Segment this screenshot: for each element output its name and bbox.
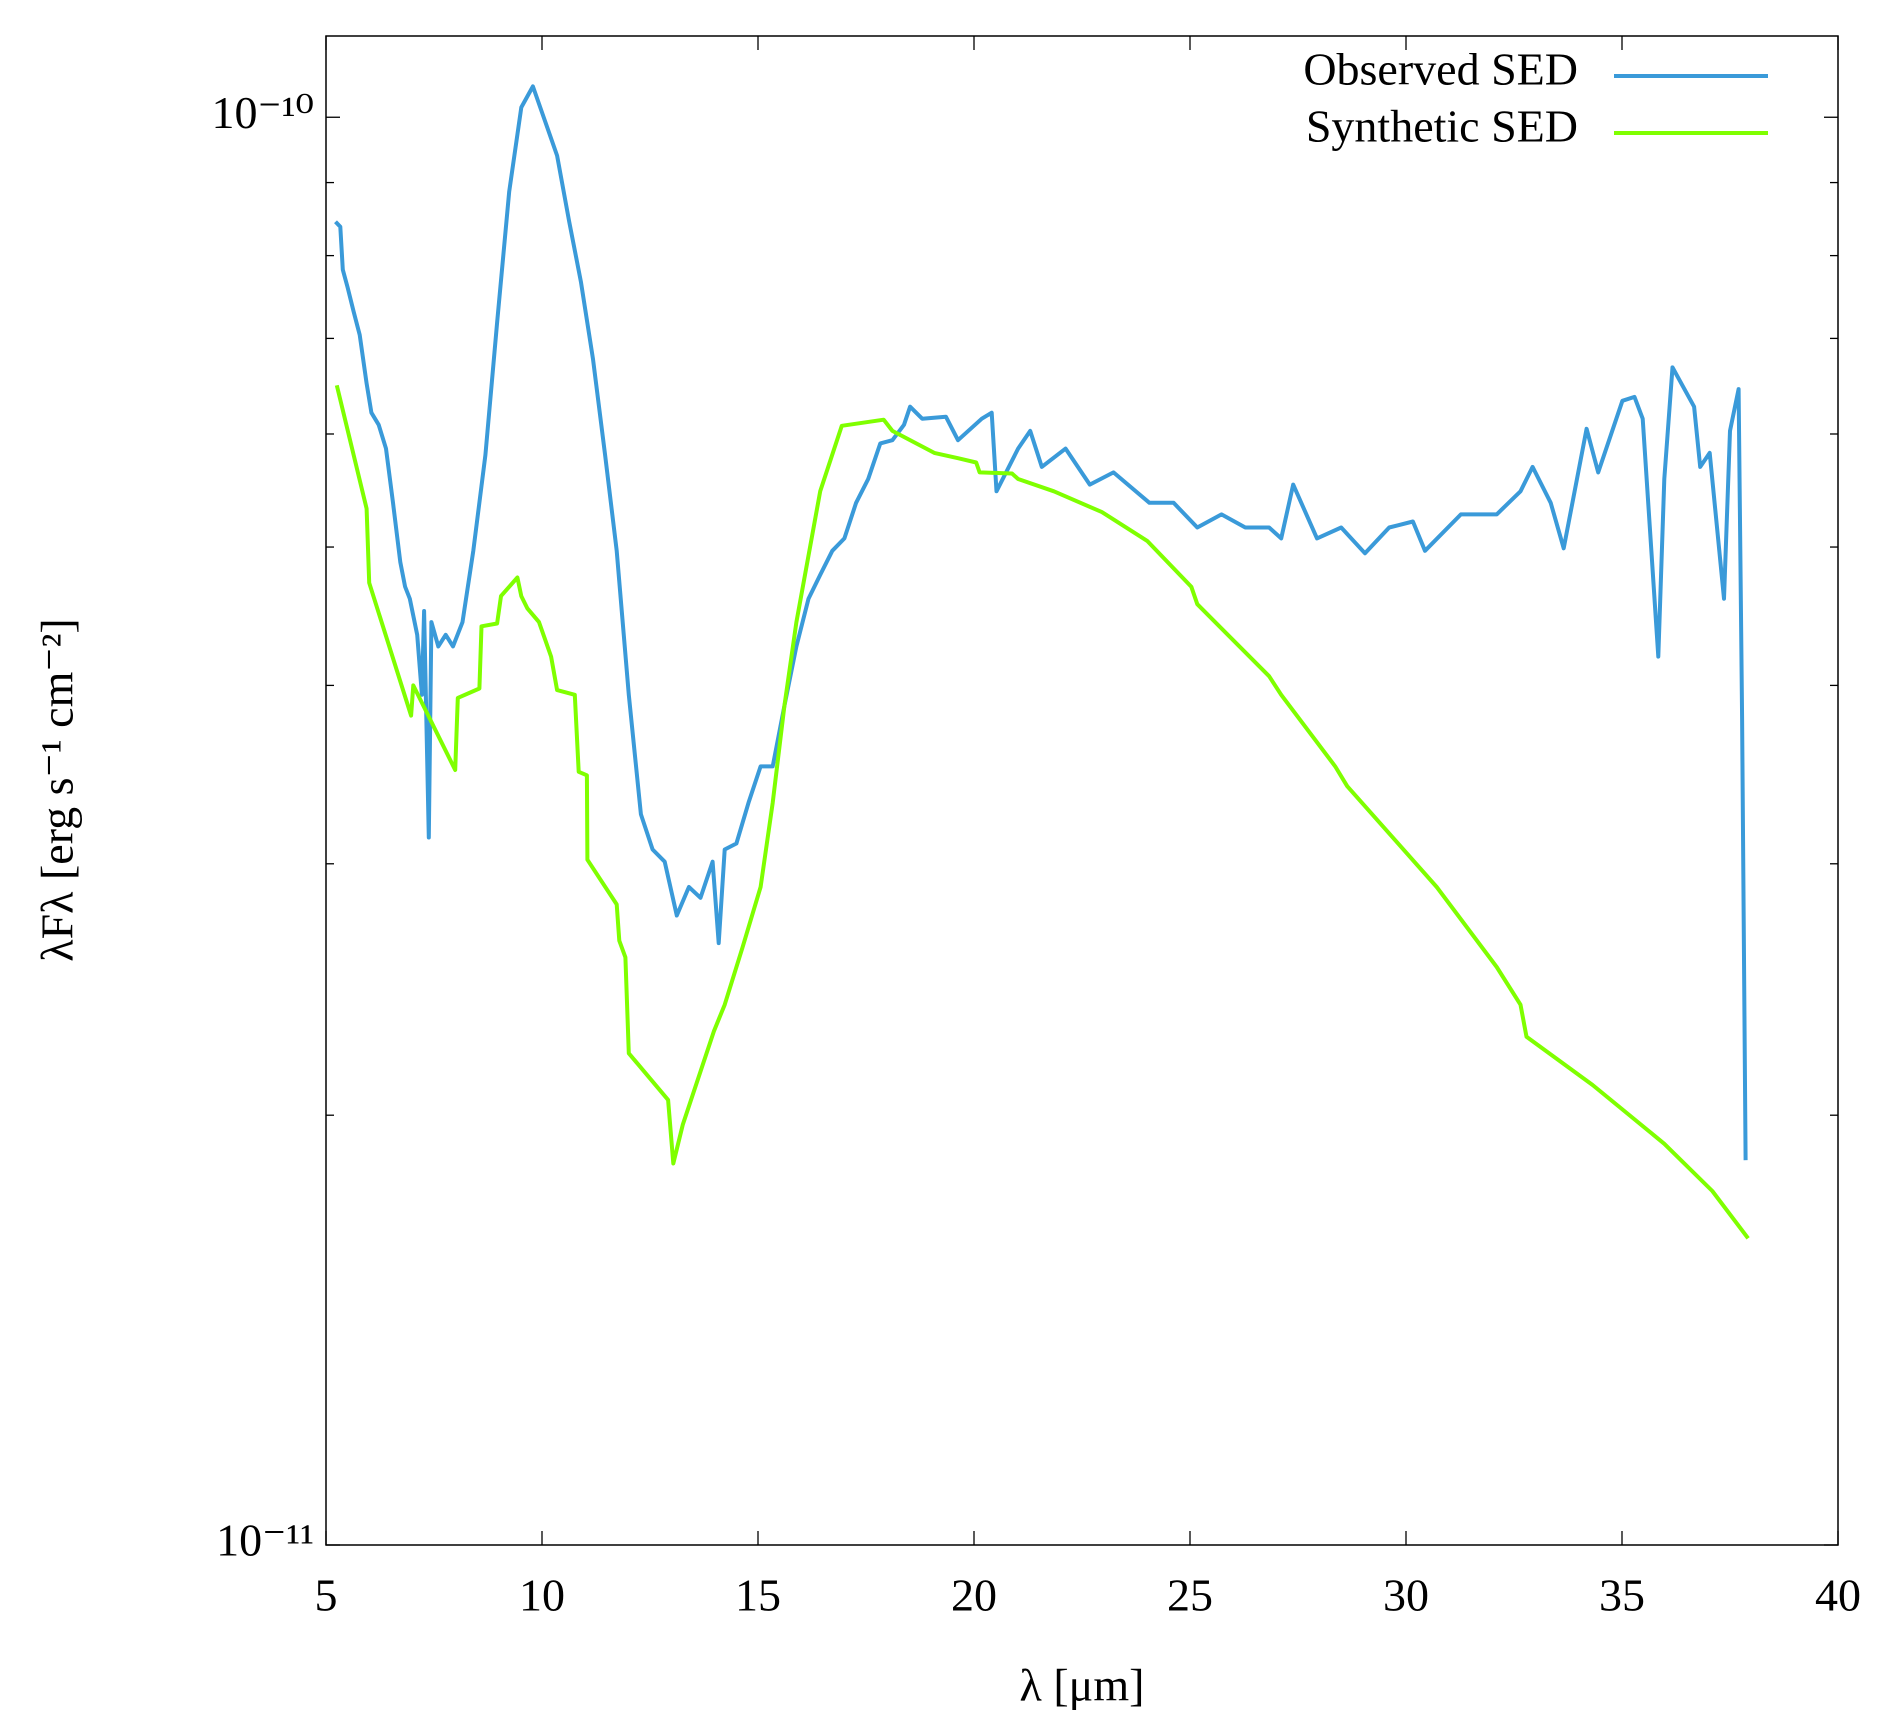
x-tick-label: 5 — [315, 1570, 338, 1621]
legend-label: Synthetic SED — [1306, 101, 1578, 152]
y-tick-label: 10⁻¹¹ — [216, 1515, 314, 1566]
y-tick-label: 10⁻¹⁰ — [211, 87, 314, 138]
series-line — [334, 384, 1750, 1240]
x-tick-label: 35 — [1599, 1570, 1645, 1621]
legend-label: Observed SED — [1303, 44, 1578, 95]
x-tick-label: 10 — [519, 1570, 565, 1621]
x-tick-label: 25 — [1167, 1570, 1213, 1621]
y-axis-label: λFλ [erg s⁻¹ cm⁻²] — [32, 618, 83, 961]
x-axis-label: λ [μm] — [1020, 1660, 1145, 1711]
x-tick-label: 20 — [951, 1570, 997, 1621]
x-tick-label: 30 — [1383, 1570, 1429, 1621]
x-tick-label: 15 — [735, 1570, 781, 1621]
series-line — [334, 84, 1748, 1161]
plot-frame — [325, 35, 1839, 1546]
x-tick-label: 40 — [1815, 1570, 1861, 1621]
